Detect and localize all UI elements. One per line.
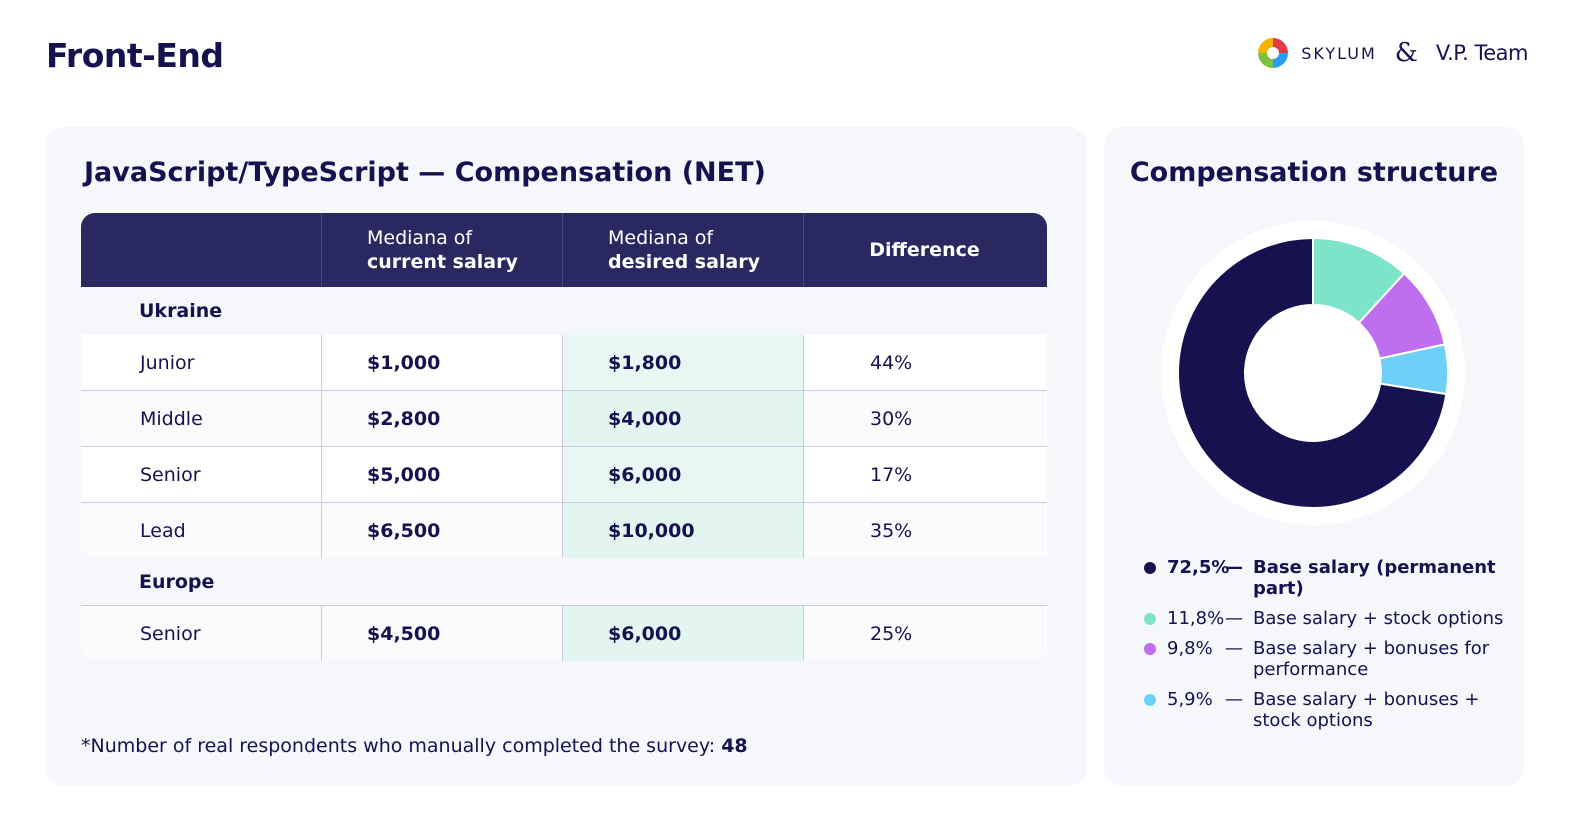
legend-swatch bbox=[1144, 694, 1156, 706]
compensation-table: Mediana of current salary Mediana of des… bbox=[81, 213, 1047, 661]
header-desired-salary: Mediana of desired salary bbox=[563, 213, 804, 287]
group-row-ukraine: Ukraine bbox=[81, 287, 1047, 335]
skylum-name: SKYLUM bbox=[1301, 43, 1377, 63]
legend-separator: — bbox=[1225, 608, 1243, 629]
brand-ampersand: & bbox=[1394, 38, 1418, 68]
header-desired-line1: Mediana of bbox=[608, 227, 714, 249]
level-cell: Senior bbox=[81, 606, 322, 661]
header-difference-label: Difference bbox=[869, 239, 980, 261]
legend-swatch bbox=[1144, 643, 1156, 655]
desired-salary-cell: $1,800 bbox=[563, 335, 804, 390]
chart-legend: 72,5% — Base salary (permanent part) 11,… bbox=[1144, 557, 1504, 740]
table-row: Junior $1,000 $1,800 44% bbox=[81, 335, 1047, 391]
legend-label: Base salary + bonuses + stock options bbox=[1253, 689, 1480, 731]
header-difference: Difference bbox=[804, 213, 1045, 287]
header-current-line1: Mediana of bbox=[367, 227, 473, 249]
legend-label: Base salary (permanent part) bbox=[1253, 557, 1496, 599]
current-salary-cell: $4,500 bbox=[322, 606, 563, 661]
difference-cell: 17% bbox=[870, 463, 913, 486]
current-salary-cell: $5,000 bbox=[322, 447, 563, 502]
header-empty bbox=[81, 213, 322, 287]
respondents-footnote: *Number of real respondents who manually… bbox=[81, 735, 748, 757]
current-salary-cell: $2,800 bbox=[322, 391, 563, 446]
legend-swatch bbox=[1144, 562, 1156, 574]
difference-cell: 35% bbox=[804, 503, 1045, 558]
footnote-text: *Number of real respondents who manually… bbox=[81, 735, 722, 757]
table-row: Senior $4,500 $6,000 25% bbox=[81, 606, 1047, 661]
legend-separator: — bbox=[1225, 638, 1243, 659]
legend-label: Base salary + bonuses for performance bbox=[1253, 638, 1490, 680]
legend-separator: — bbox=[1225, 557, 1243, 578]
legend-swatch bbox=[1144, 613, 1156, 625]
table-card-title: JavaScript/TypeScript — Compensation (NE… bbox=[84, 157, 766, 188]
legend-separator: — bbox=[1225, 689, 1243, 710]
level-cell: Junior bbox=[81, 335, 322, 390]
legend-percent: 72,5% bbox=[1167, 557, 1230, 578]
brand-lockup: SKYLUM & V.P. Team bbox=[1257, 36, 1529, 70]
legend-item: 72,5% — Base salary (permanent part) bbox=[1144, 557, 1504, 599]
compensation-structure-card: Compensation structure 72,5% — Base sala… bbox=[1104, 127, 1524, 786]
header-current-line2: current salary bbox=[367, 251, 518, 273]
legend-label: Base salary + stock options bbox=[1253, 608, 1504, 629]
level-cell: Middle bbox=[81, 391, 322, 446]
desired-salary-cell: $4,000 bbox=[563, 391, 804, 446]
header-desired-line2: desired salary bbox=[608, 251, 760, 273]
desired-salary-cell: $6,000 bbox=[563, 447, 804, 502]
legend-item: 5,9% — Base salary + bonuses + stock opt… bbox=[1144, 689, 1504, 731]
header-current-salary: Mediana of current salary bbox=[322, 213, 563, 287]
difference-cell: 30% bbox=[804, 391, 1045, 446]
page-title: Front-End bbox=[46, 36, 224, 75]
table-row: Lead $6,500 $10,000 35% bbox=[81, 503, 1047, 558]
legend-percent: 9,8% bbox=[1167, 638, 1213, 659]
desired-salary-cell: $6,000 bbox=[563, 606, 804, 661]
donut-chart-svg bbox=[1161, 221, 1465, 525]
legend-item: 9,8% — Base salary + bonuses for perform… bbox=[1144, 638, 1504, 680]
table-row: Middle $2,800 $4,000 30% bbox=[81, 391, 1047, 447]
compensation-table-card: JavaScript/TypeScript — Compensation (NE… bbox=[46, 127, 1087, 786]
level-cell: Senior bbox=[81, 447, 322, 502]
legend-percent: 5,9% bbox=[1167, 689, 1213, 710]
vp-team-logo: V.P. Team bbox=[1435, 41, 1529, 65]
skylum-logo-icon bbox=[1258, 38, 1289, 68]
level-cell: Lead bbox=[81, 503, 322, 558]
table-row: Senior $5,000 $6,000 17% bbox=[81, 447, 1047, 503]
current-salary-cell: $6,500 bbox=[322, 503, 563, 558]
difference-cell: 25% bbox=[804, 606, 1045, 661]
desired-salary-cell: $10,000 bbox=[563, 503, 804, 558]
legend-percent: 11,8% bbox=[1167, 608, 1225, 629]
chart-title: Compensation structure bbox=[1129, 157, 1499, 188]
donut-slice bbox=[1177, 236, 1448, 509]
current-salary-cell: $1,000 bbox=[322, 335, 563, 390]
difference-cell: 44% bbox=[870, 351, 913, 374]
table-header: Mediana of current salary Mediana of des… bbox=[81, 213, 1047, 287]
group-row-europe: Europe bbox=[81, 558, 1047, 606]
legend-item: 11,8% — Base salary + stock options bbox=[1144, 608, 1504, 629]
donut-chart bbox=[1161, 221, 1465, 525]
respondents-count: 48 bbox=[721, 735, 748, 757]
